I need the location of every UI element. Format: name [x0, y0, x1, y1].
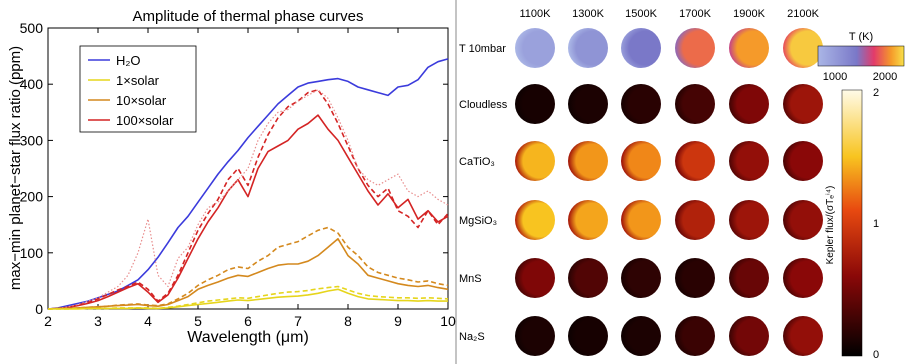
disk-5-3 [675, 316, 715, 356]
disk-0-1 [568, 28, 608, 68]
column-header: 1100K [520, 8, 552, 20]
disk-3-1 [568, 200, 608, 240]
disk-1-5 [783, 84, 823, 124]
flux-colorbar-label: Kepler flux/(σTₑⁱ⁴) [825, 186, 836, 265]
legend-label: 10×solar [116, 93, 167, 108]
y-tick-label: 500 [20, 20, 44, 36]
legend: H₂O 1×solar 10×solar 100×solar [79, 45, 197, 133]
disk-4-1 [568, 258, 608, 298]
x-tick-label: 5 [194, 313, 202, 329]
legend-label: 100×solar [116, 113, 174, 128]
legend-label: 1×solar [116, 73, 160, 88]
y-tick-label: 0 [35, 301, 43, 317]
series-line-3 [47, 89, 449, 310]
y-tick-label: 400 [20, 76, 44, 92]
row-label: T 10mbar [459, 43, 506, 55]
x-tick-label: 8 [344, 313, 352, 329]
disk-2-0 [515, 141, 555, 181]
flux-tick-0: 0 [873, 349, 879, 361]
disk-1-3 [675, 84, 715, 124]
x-tick-label: 3 [94, 313, 102, 329]
disk-5-4 [729, 316, 769, 356]
x-tick-label: 10 [440, 313, 456, 329]
y-axis-label: max−min planet−star flux ratio (ppm) [7, 46, 24, 290]
disk-0-0 [515, 28, 555, 68]
disk-2-1 [568, 141, 608, 181]
x-axis-ticks: 2 3 4 5 6 7 8 9 10 [44, 28, 456, 329]
temperature-colorbar: T (K) 1000 2000 [817, 31, 905, 83]
disk-grid: 1100K 1300K 1500K 1700K 1900K 2100K T 10mbar Cl… [459, 8, 823, 356]
disk-3-3 [675, 200, 715, 240]
y-axis-ticks: 0 100 200 300 400 500 [20, 20, 448, 317]
flux-colorbar: 2 1 0 Kepler flux/(σTₑⁱ⁴) [825, 87, 879, 361]
series-line-7 [48, 285, 449, 310]
disk-1-4 [729, 84, 769, 124]
row-label: Cloudless [459, 99, 508, 111]
disk-2-3 [675, 141, 715, 181]
disk-4-3 [675, 258, 715, 298]
series-line-2 [47, 89, 449, 310]
disk-4-0 [515, 258, 555, 298]
disk-5-5 [783, 316, 823, 356]
disk-2-4 [729, 141, 769, 181]
temperature-colorbar-bar [817, 45, 905, 67]
temperature-tick-1000: 1000 [823, 71, 847, 83]
y-tick-label: 300 [20, 132, 44, 148]
disk-3-2 [621, 200, 661, 240]
disk-1-1 [568, 84, 608, 124]
x-tick-label: 4 [144, 313, 152, 329]
row-label: Na₂S [459, 331, 485, 343]
flux-tick-1: 1 [873, 218, 879, 230]
disk-0-2 [621, 28, 661, 68]
series-line-5 [47, 226, 449, 310]
disk-1-0 [515, 84, 555, 124]
column-header: 1300K [572, 8, 604, 20]
temperature-colorbar-label: T (K) [849, 31, 873, 43]
flux-tick-2: 2 [873, 87, 879, 99]
column-header: 1900K [733, 8, 765, 20]
disk-2-5 [783, 141, 823, 181]
row-label: MnS [459, 273, 482, 285]
disk-3-4 [729, 200, 769, 240]
disk-0-3 [675, 28, 715, 68]
disk-4-2 [621, 258, 661, 298]
series-lines [47, 58, 449, 310]
disk-5-1 [568, 316, 608, 356]
row-label: MgSiO₃ [459, 215, 497, 227]
column-header: 2100K [787, 8, 819, 20]
temperature-tick-2000: 2000 [873, 71, 897, 83]
disk-5-0 [515, 316, 555, 356]
disk-0-5 [783, 28, 823, 68]
chart-title: Amplitude of thermal phase curves [133, 8, 364, 25]
column-header: 1700K [679, 8, 711, 20]
x-tick-label: 9 [394, 313, 402, 329]
x-axis-label: Wavelength (μm) [187, 329, 309, 346]
series-line-1 [47, 114, 449, 310]
disk-3-0 [515, 200, 555, 240]
legend-label: H₂O [116, 53, 141, 68]
x-tick-label: 6 [244, 313, 252, 329]
disk-1-2 [621, 84, 661, 124]
flux-colorbar-bar [841, 89, 863, 357]
y-tick-label: 100 [20, 245, 44, 261]
column-header: 1500K [625, 8, 657, 20]
disk-5-2 [621, 316, 661, 356]
row-label: CaTiO₃ [459, 156, 495, 168]
x-tick-label: 2 [44, 313, 52, 329]
disk-3-5 [783, 200, 823, 240]
y-tick-label: 200 [20, 189, 44, 205]
disk-4-4 [729, 258, 769, 298]
disk-0-4 [729, 28, 769, 68]
disk-4-5 [783, 258, 823, 298]
series-line-0 [47, 58, 449, 310]
disk-2-2 [621, 141, 661, 181]
x-tick-label: 7 [294, 313, 302, 329]
